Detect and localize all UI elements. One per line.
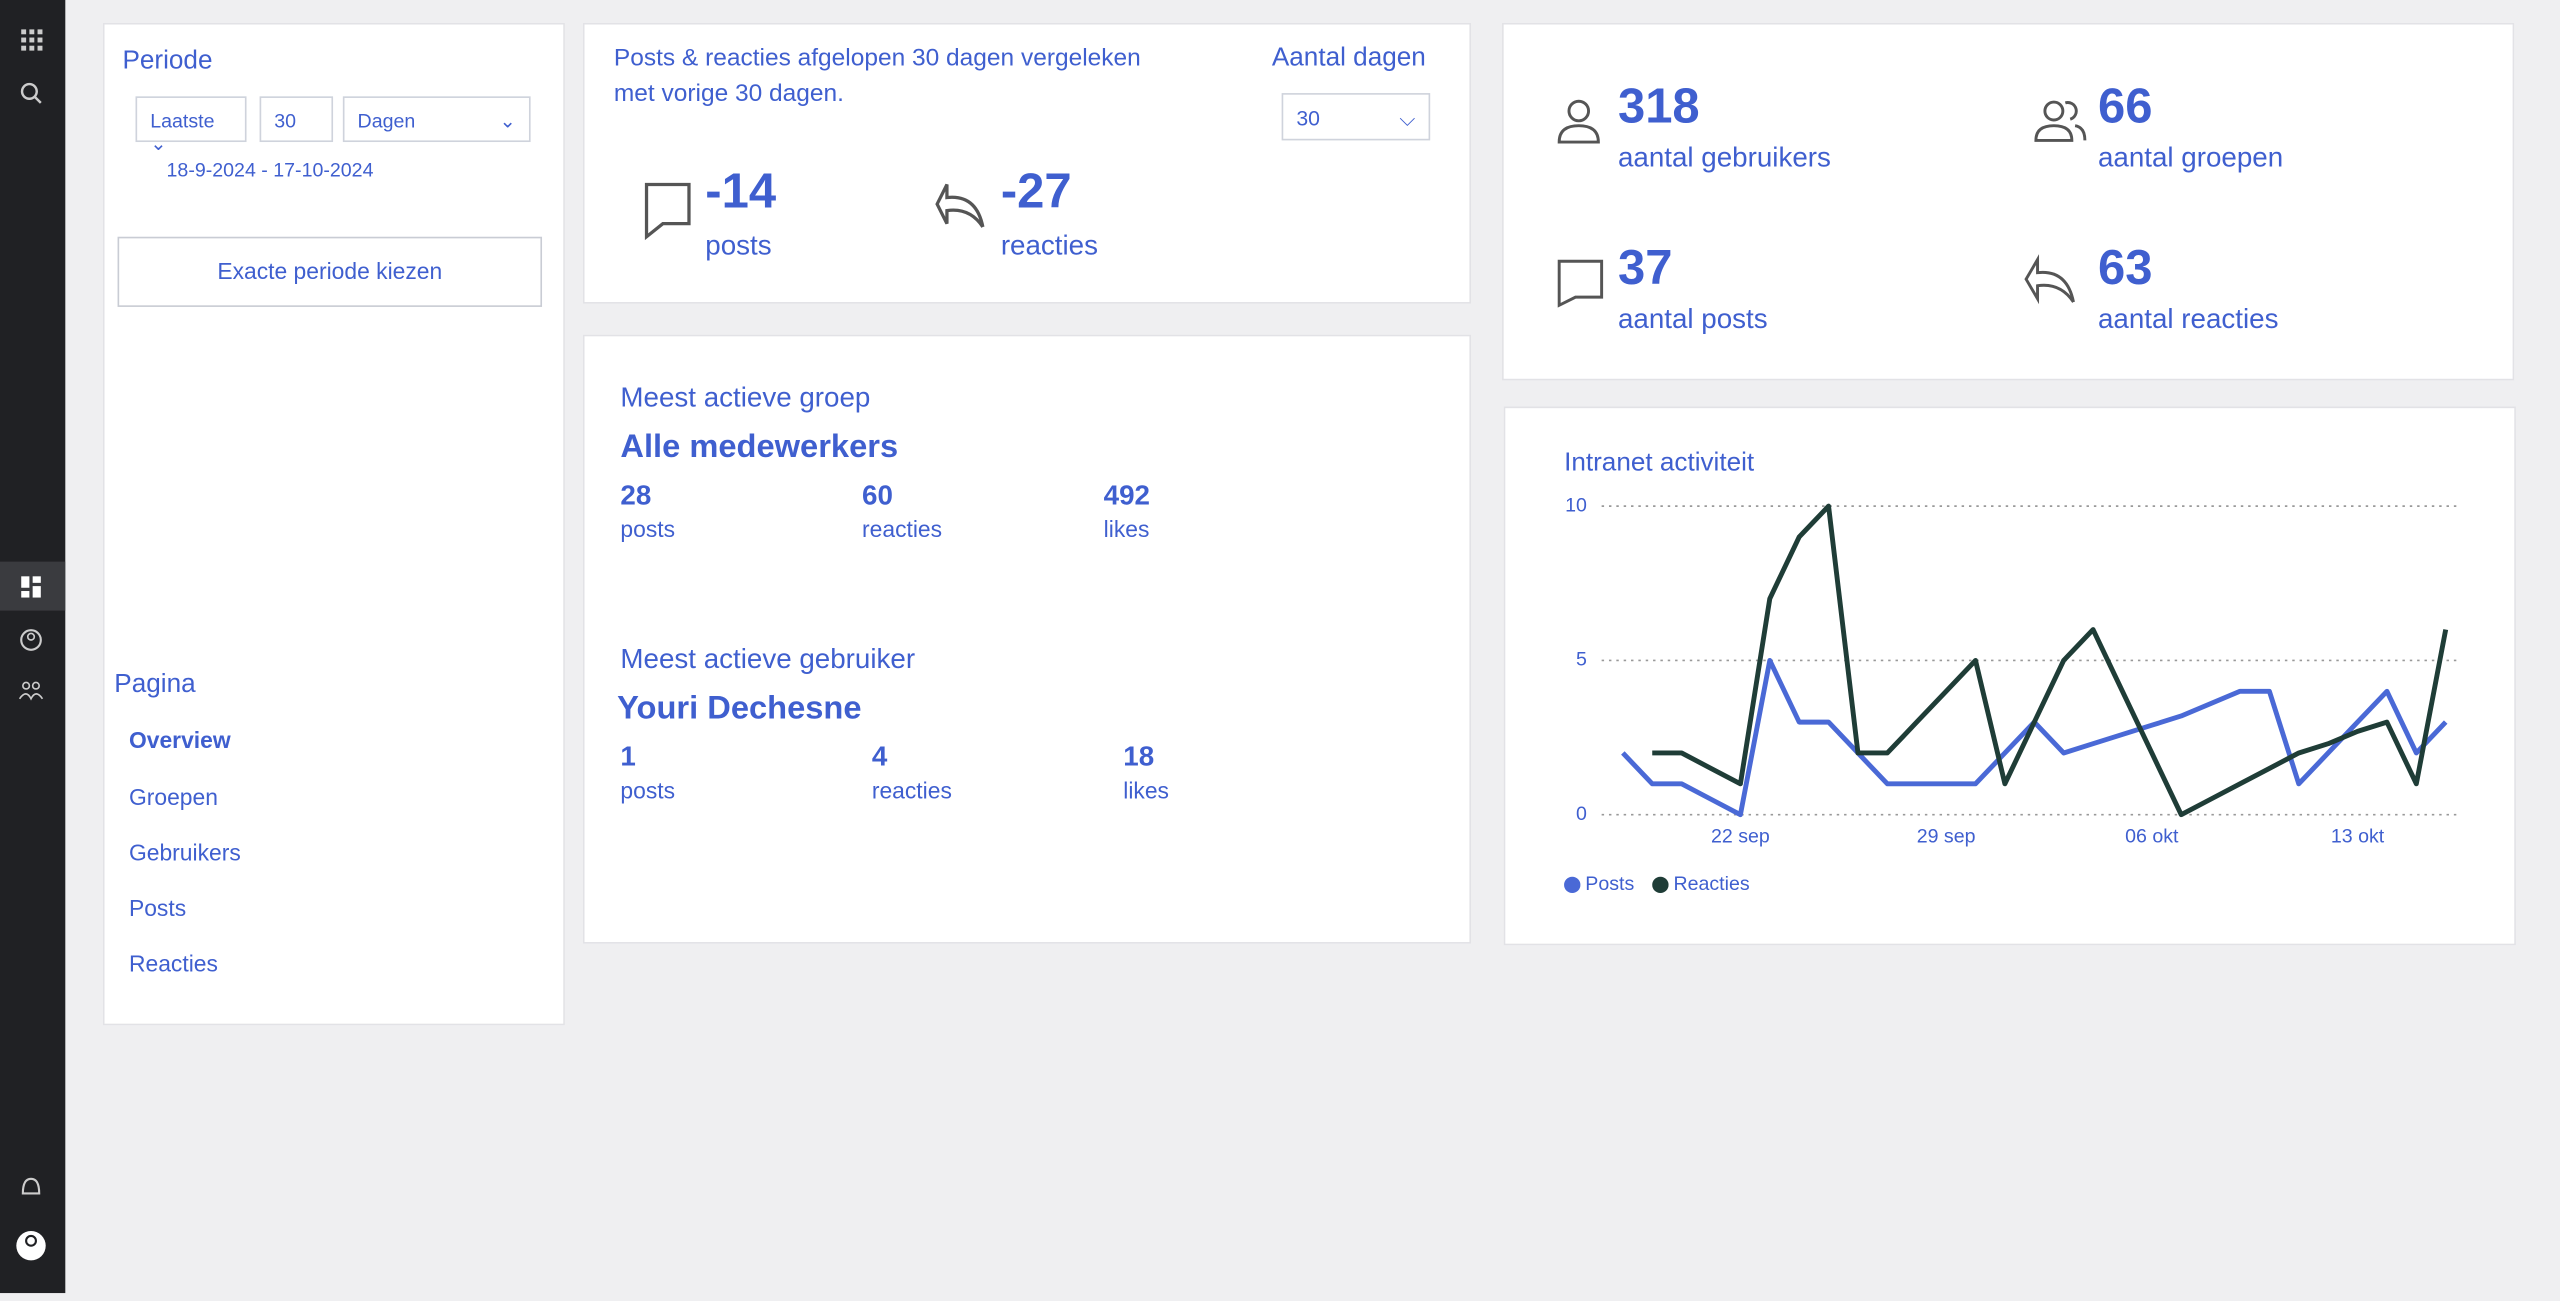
period-mode: Laatste — [150, 109, 215, 133]
legend-marker — [1652, 876, 1669, 894]
stat-value: 28 — [620, 479, 652, 512]
total-value: 66 — [2097, 79, 2153, 134]
legend-label: Reacties — [1673, 873, 1749, 895]
chart-title: Intranet activiteit — [1564, 447, 1755, 477]
period-unit-select[interactable]: Dagen ⌄ — [342, 96, 531, 143]
legend-label: Posts — [1585, 873, 1634, 895]
comparison-value: -14 — [705, 164, 777, 219]
total-value: 318 — [1617, 79, 1700, 134]
x-tick-label: 06 okt — [2125, 826, 2179, 848]
comparison-text: Posts & reacties afgelopen 30 dagen verg… — [613, 44, 1141, 108]
nav-item[interactable]: Posts — [128, 894, 187, 921]
comparison-label: posts — [705, 230, 772, 262]
period-button[interactable]: Exacte periode kiezen — [117, 236, 543, 307]
period-unit: Dagen — [357, 109, 416, 133]
stat-label: reacties — [862, 515, 943, 543]
period-button-label: Exacte periode kiezen — [217, 257, 443, 285]
nav-item[interactable]: Groepen — [128, 783, 218, 810]
days-label: Aantal dagen — [1271, 44, 1426, 72]
section-name: Youri Dechesne — [617, 690, 862, 727]
stat-value: 18 — [1123, 741, 1155, 773]
most-active-card: Meest actieve groep Alle medewerkers 28 pos… — [582, 334, 1472, 944]
period-mode-select[interactable]: Laatste ⌄ — [135, 96, 247, 155]
nav-item[interactable]: Gebruikers — [128, 839, 241, 866]
stat-value: 60 — [862, 479, 893, 512]
stat-label: posts — [620, 515, 676, 543]
section-title: Meest actieve groep — [620, 382, 871, 414]
period-range: 18-9-2024 - 17-10-2024 — [166, 158, 374, 182]
legend-marker — [1564, 876, 1581, 894]
stat-label: posts — [620, 777, 676, 804]
sidebar — [0, 0, 66, 1294]
comparison-label: reacties — [1000, 230, 1099, 262]
period-amount: 30 — [274, 109, 297, 133]
sidebar-icons — [0, 29, 66, 1261]
stat-label: likes — [1103, 515, 1150, 543]
x-tick-label: 13 okt — [2331, 826, 2385, 848]
period-amount-input[interactable]: 30 — [259, 96, 334, 143]
total-value: 63 — [2097, 241, 2153, 296]
totals-card: 318 aantal gebruikers 66 aantal groepen 37 aa… — [1502, 22, 2515, 381]
totals-icons — [1557, 99, 2087, 308]
series-line — [1652, 503, 2449, 818]
stat-label: likes — [1123, 777, 1170, 804]
chart: Intranet activiteit 0 5 10 22 sep 29 sep 06 o… — [1564, 447, 2459, 895]
x-tick-label: 29 sep — [1917, 826, 1976, 848]
y-tick-label: 10 — [1565, 494, 1587, 516]
y-tick-label: 0 — [1576, 803, 1587, 825]
section-title: Meest actieve gebruiker — [620, 643, 916, 675]
total-label: aantal posts — [1617, 303, 1768, 335]
total-value: 37 — [1617, 241, 1673, 296]
total-label: aantal reacties — [2097, 303, 2279, 335]
stat-label: reacties — [871, 777, 952, 804]
y-tick-label: 5 — [1576, 649, 1587, 671]
stat-value: 492 — [1103, 479, 1150, 512]
stat-value: 4 — [871, 741, 888, 773]
stat-value: 1 — [620, 741, 636, 773]
total-label: aantal groepen — [2097, 142, 2284, 174]
nav-item[interactable]: Reacties — [128, 950, 218, 977]
filter-panel: Periode Laatste ⌄ 30 Dagen ⌄ 18-9-2024 - … — [102, 22, 565, 1026]
comparison-icons — [644, 182, 985, 241]
total-label: aantal gebruikers — [1617, 142, 1831, 174]
chart-card: Intranet activiteit 0 5 10 22 sep 29 sep 06 o… — [1503, 406, 2516, 946]
comparison-card: Posts & reacties afgelopen 30 dagen verg… — [582, 22, 1472, 304]
days-select[interactable]: 30 ⌵ — [1281, 93, 1431, 141]
period-title: Periode — [122, 47, 213, 76]
comparison-value: -27 — [1000, 164, 1072, 219]
nav-item[interactable]: Overview — [128, 726, 231, 753]
days-value: 30 — [1296, 106, 1320, 131]
navigation-title: Pagina — [114, 671, 196, 699]
x-tick-label: 22 sep — [1711, 826, 1770, 848]
section-name: Alle medewerkers — [620, 429, 899, 466]
